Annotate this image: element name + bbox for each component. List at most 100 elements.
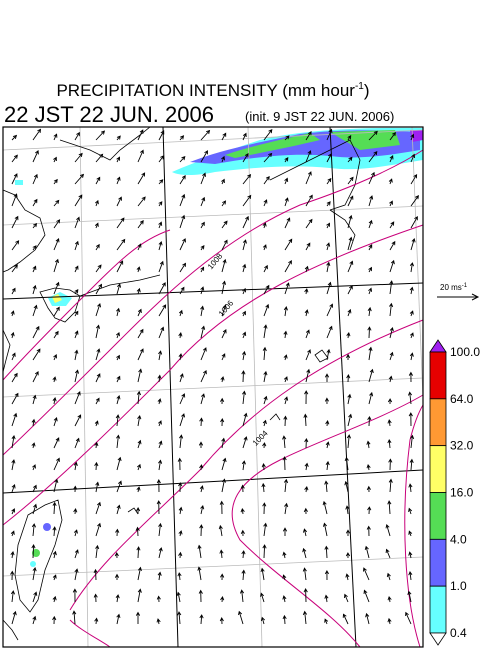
wind-arrow — [200, 393, 206, 405]
wind-arrow — [347, 135, 352, 141]
wind-arrow — [240, 529, 245, 537]
wind-arrow — [305, 171, 312, 185]
wind-arrow — [389, 327, 394, 339]
wind-arrow — [284, 157, 289, 163]
wind-arrow — [241, 460, 246, 471]
coastline — [329, 209, 356, 251]
wind-arrow — [241, 550, 246, 559]
coastline — [314, 349, 329, 363]
wind-arrow — [408, 483, 413, 493]
wind-arrow — [137, 566, 142, 581]
wind-arrow — [302, 610, 308, 625]
wind-arrow — [305, 349, 311, 361]
wind-arrow — [94, 461, 99, 471]
wind-arrow — [242, 310, 246, 317]
wind-arrow — [11, 287, 16, 295]
grid-line — [79, 126, 89, 648]
wind-arrow — [179, 135, 185, 141]
isobar — [2, 229, 171, 381]
wind-arrow — [74, 369, 80, 383]
wind-arrow — [114, 551, 119, 559]
wind-arrow — [326, 153, 332, 163]
wind-arrow — [386, 572, 391, 581]
wind-arrow — [283, 330, 288, 339]
wind-arrow — [116, 307, 121, 317]
map-background — [3, 127, 423, 647]
wind-arrow — [200, 266, 205, 273]
wind-arrow — [262, 346, 267, 361]
wind-arrow — [178, 530, 183, 537]
wind-arrow — [10, 530, 15, 537]
wind-arrow — [11, 264, 18, 273]
wind-arrow — [11, 193, 18, 207]
wind-arrow — [263, 284, 270, 295]
wind-arrow — [116, 354, 120, 361]
wind-arrow — [53, 258, 59, 273]
colorbar-label: 0.4 — [450, 626, 467, 640]
wind-arrow — [74, 194, 83, 207]
wind-scale-label: 20 ms-1 — [440, 283, 468, 292]
wind-arrow — [116, 375, 121, 383]
wind-arrow — [11, 392, 19, 405]
wind-arrow — [304, 462, 309, 471]
colorbar-segment — [429, 538, 447, 587]
wind-arrow — [221, 178, 225, 185]
wind-arrow — [368, 219, 373, 229]
wind-arrow — [221, 155, 225, 163]
wind-arrow — [324, 545, 329, 559]
wind-arrow — [344, 480, 349, 493]
wind-arrow — [389, 221, 395, 229]
colorbar-segment — [429, 351, 447, 400]
wind-arrow — [178, 309, 183, 317]
wind-arrow — [363, 567, 370, 581]
wind-arrow — [324, 480, 329, 493]
wind-arrow — [200, 504, 205, 515]
wind-arrow — [53, 478, 59, 493]
wind-arrow — [52, 595, 57, 603]
wind-arrow — [52, 376, 57, 383]
wind-arrow — [158, 522, 163, 537]
wind-arrow — [52, 550, 57, 559]
wind-arrow — [347, 308, 352, 317]
wind-arrow — [157, 374, 162, 383]
wind-arrow — [347, 176, 354, 185]
wind-arrow — [116, 238, 126, 251]
coastline — [14, 499, 63, 613]
wind-arrow — [367, 506, 372, 515]
wind-arrow — [344, 593, 349, 603]
wind-arrow — [11, 154, 18, 163]
wind-arrow — [74, 216, 80, 229]
wind-arrow — [158, 420, 162, 427]
wind-arrow — [10, 590, 16, 603]
wind-arrow — [368, 346, 373, 361]
precip-heavy — [330, 130, 400, 150]
wind-arrow — [221, 258, 227, 273]
wind-arrow — [73, 529, 78, 537]
wind-arrow — [95, 199, 99, 207]
wind-arrow — [385, 548, 391, 559]
wind-arrow — [10, 570, 15, 581]
wind-arrow — [74, 240, 79, 251]
wind-arrow — [137, 196, 146, 207]
wind-arrow — [32, 566, 37, 581]
wind-arrow — [116, 156, 121, 163]
wind-arrow — [31, 523, 37, 537]
wind-arrow — [116, 283, 122, 295]
wind-arrow — [242, 132, 247, 141]
wind-arrow — [115, 594, 120, 603]
colorbar-label: 4.0 — [450, 532, 467, 546]
wind-arrow — [158, 179, 164, 185]
wind-arrow — [158, 459, 163, 471]
wind-arrow — [219, 549, 224, 559]
wind-arrow — [410, 133, 415, 141]
wind-arrow — [221, 220, 228, 229]
coastline — [39, 287, 81, 323]
wind-arrow — [366, 440, 371, 449]
wind-arrow — [94, 441, 99, 449]
wind-arrow — [11, 412, 18, 427]
wind-arrow — [11, 173, 18, 185]
wind-arrow — [198, 441, 204, 448]
colorbar-label: 16.0 — [450, 486, 474, 500]
wind-arrow — [199, 464, 204, 471]
wind-arrow — [284, 502, 289, 515]
